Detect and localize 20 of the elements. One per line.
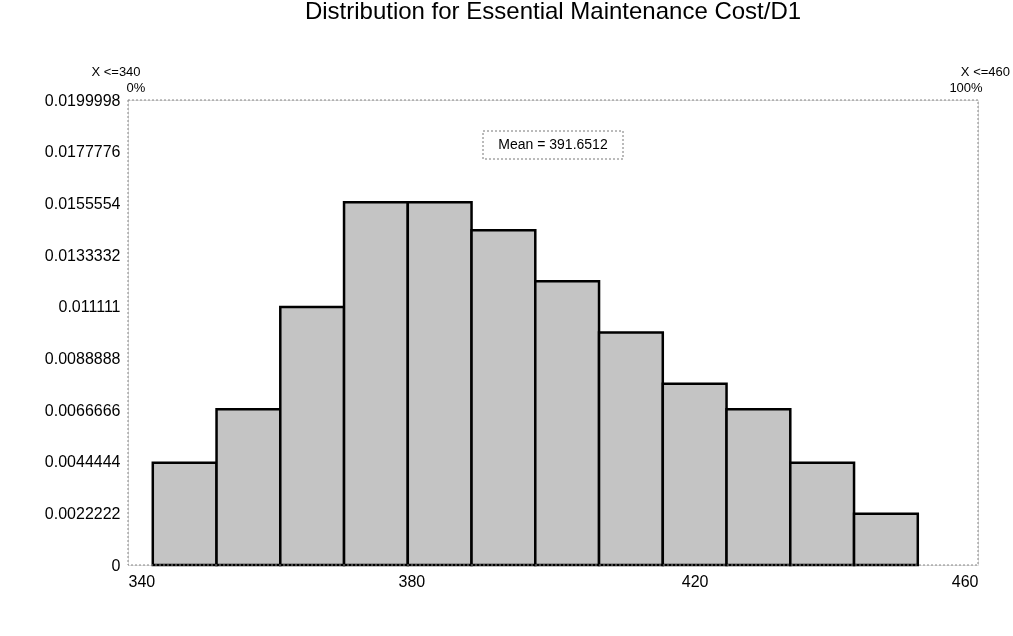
y-tick-label: 0.0133332: [44, 246, 121, 264]
chart-title: Distribution for Essential Maintenance Cost/D1: [304, 0, 802, 24]
y-tick-label: 0.0199998: [44, 91, 121, 109]
y-tick-label: 0.0088888: [44, 349, 121, 367]
text: X <=340: [91, 64, 141, 79]
y-tick-label: 0.0177776: [44, 143, 121, 161]
y-tick-label: 0: [111, 556, 121, 574]
x-tick-label: 420: [681, 572, 709, 590]
x-tick-label: 460: [951, 572, 979, 590]
y-tick-label: 0.0022222: [44, 504, 121, 522]
y-tick-label: 0.011111: [58, 298, 121, 316]
text: 100%: [949, 80, 984, 95]
text: X <=460: [960, 64, 1010, 79]
x-tick-label: 380: [398, 572, 426, 590]
y-tick-label: 0.0155554: [44, 194, 121, 212]
y-tick-label: 0.0044444: [44, 453, 121, 471]
annotation: Mean = 391.6512: [498, 136, 608, 152]
text: 0%: [126, 80, 146, 95]
y-tick-label: 0.0066666: [44, 401, 121, 419]
x-tick-label: 340: [128, 572, 156, 590]
